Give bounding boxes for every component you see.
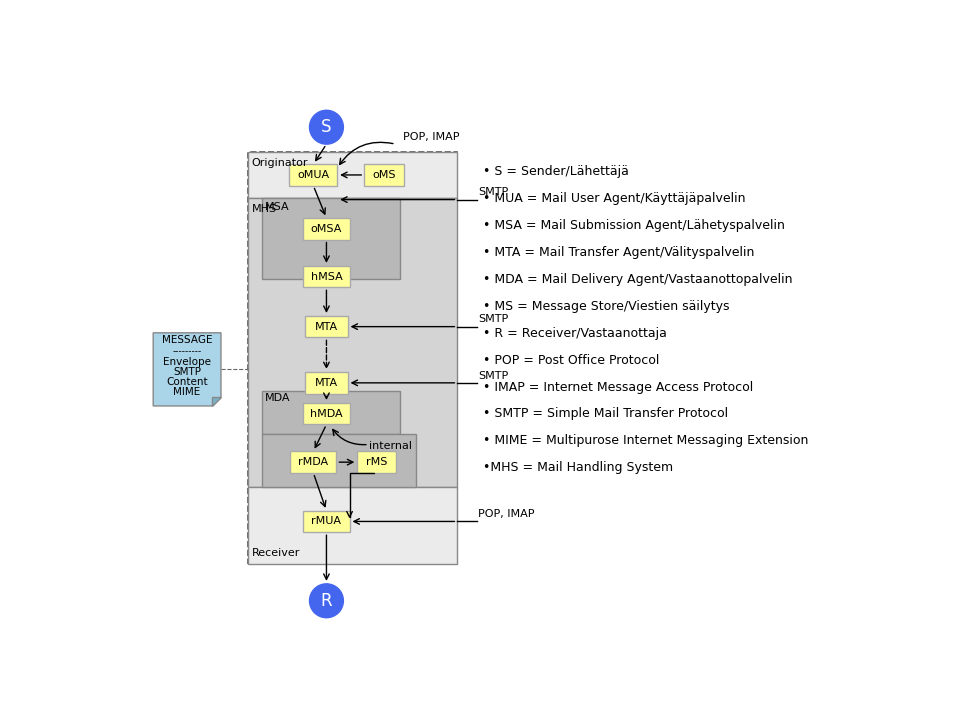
Bar [364, 164, 404, 186]
Text: • SMTP = Simple Mail Transfer Protocol: • SMTP = Simple Mail Transfer Protocol [483, 408, 728, 420]
Bar [262, 434, 416, 487]
Text: • IMAP = Internet Message Access Protocol: • IMAP = Internet Message Access Protoco… [483, 381, 753, 394]
Bar [248, 487, 457, 564]
Text: • MDA = Mail Delivery Agent/Vastaanottopalvelin: • MDA = Mail Delivery Agent/Vastaanottop… [483, 273, 792, 286]
Text: oMUA: oMUA [298, 170, 329, 180]
Text: MSA: MSA [265, 202, 290, 212]
Bar [305, 316, 348, 338]
Bar [303, 510, 349, 532]
Text: • MS = Message Store/Viestien säilytys: • MS = Message Store/Viestien säilytys [483, 300, 730, 312]
Text: Originator: Originator [252, 158, 308, 168]
Text: POP, IMAP: POP, IMAP [403, 132, 460, 142]
Text: hMDA: hMDA [310, 409, 343, 418]
Text: Content: Content [166, 377, 208, 387]
Polygon shape [212, 397, 221, 406]
Circle shape [309, 110, 344, 144]
Text: MESSAGE: MESSAGE [162, 336, 212, 346]
Text: hMSA: hMSA [311, 271, 343, 282]
Text: MTA: MTA [315, 322, 338, 332]
Text: Receiver: Receiver [252, 548, 300, 557]
Text: POP, IMAP: POP, IMAP [478, 509, 535, 519]
Circle shape [309, 584, 344, 618]
Bar [290, 164, 337, 186]
Text: rMS: rMS [366, 457, 387, 467]
Bar [302, 266, 350, 287]
Bar [302, 218, 350, 240]
Text: •MHS = Mail Handling System: •MHS = Mail Handling System [483, 462, 673, 474]
Text: oMS: oMS [372, 170, 396, 180]
Text: rMDA: rMDA [299, 457, 328, 467]
Text: R: R [321, 592, 332, 610]
Bar [290, 451, 336, 473]
Text: MHS: MHS [252, 204, 276, 215]
Bar [248, 152, 457, 198]
Text: ---------: --------- [173, 347, 202, 356]
Polygon shape [154, 333, 221, 406]
Text: • MUA = Mail User Agent/Käyttäjäpalvelin: • MUA = Mail User Agent/Käyttäjäpalvelin [483, 192, 745, 205]
Text: SMTP: SMTP [478, 187, 509, 197]
Text: internal: internal [369, 441, 412, 451]
Text: oMSA: oMSA [311, 224, 342, 234]
Text: • POP = Post Office Protocol: • POP = Post Office Protocol [483, 354, 660, 366]
Bar [305, 372, 348, 394]
Text: SMTP: SMTP [478, 315, 509, 324]
Text: SMTP: SMTP [478, 371, 509, 381]
Text: • MSA = Mail Submission Agent/Lähetyspalvelin: • MSA = Mail Submission Agent/Lähetyspal… [483, 219, 784, 232]
Text: • R = Receiver/Vastaanottaja: • R = Receiver/Vastaanottaja [483, 327, 666, 340]
Text: S: S [322, 118, 332, 136]
Bar [302, 403, 350, 424]
Text: MTA: MTA [315, 378, 338, 388]
Text: • MTA = Mail Transfer Agent/Välityspalvelin: • MTA = Mail Transfer Agent/Välityspalve… [483, 246, 755, 258]
Text: • MIME = Multipurose Internet Messaging Extension: • MIME = Multipurose Internet Messaging … [483, 434, 808, 447]
Text: MDA: MDA [265, 393, 290, 403]
Bar [357, 451, 396, 473]
Text: rMUA: rMUA [311, 516, 342, 526]
Bar [248, 198, 457, 487]
Text: • S = Sender/Lähettäjä: • S = Sender/Lähettäjä [483, 165, 629, 178]
Bar [262, 390, 400, 434]
Text: Envelope: Envelope [163, 357, 211, 367]
Bar [248, 152, 457, 564]
Bar [262, 198, 400, 279]
Text: SMTP: SMTP [173, 367, 201, 377]
Text: MIME: MIME [174, 387, 201, 397]
